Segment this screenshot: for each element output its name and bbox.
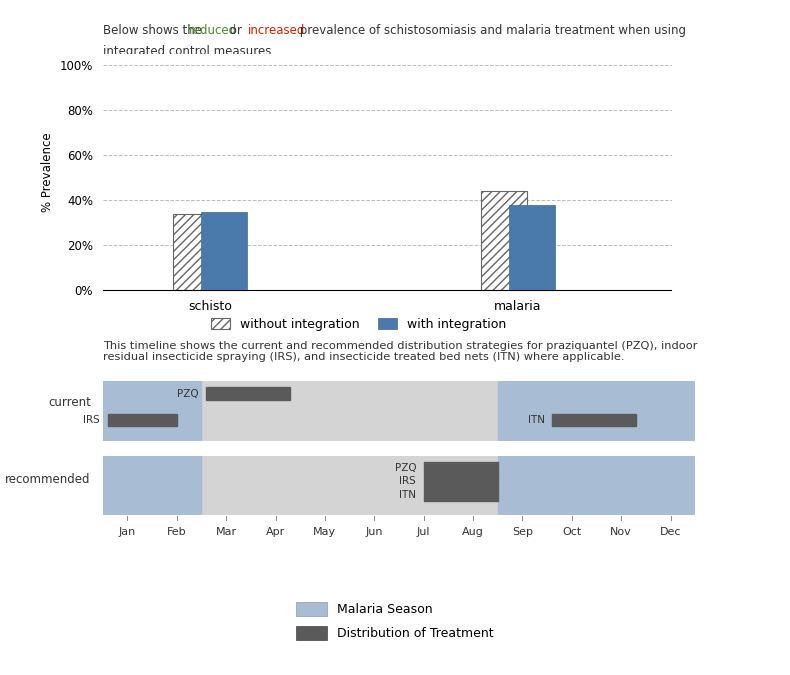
Text: Dec: Dec: [660, 527, 681, 537]
Legend: without integration, with integration: without integration, with integration: [206, 313, 511, 336]
Text: Below shows the: Below shows the: [103, 24, 205, 36]
Text: increased: increased: [248, 24, 305, 36]
Bar: [423, 475, 498, 487]
Text: Mar: Mar: [216, 527, 237, 537]
Text: Apr: Apr: [266, 527, 285, 537]
Text: reduced: reduced: [189, 24, 237, 36]
Text: Feb: Feb: [167, 527, 186, 537]
Bar: [423, 462, 498, 474]
Text: prevalence of schistosomiasis and malaria treatment when using: prevalence of schistosomiasis and malari…: [296, 24, 686, 36]
Bar: [552, 414, 636, 427]
Text: current: current: [48, 396, 91, 410]
Text: ITN: ITN: [399, 489, 416, 500]
Text: IRS: IRS: [84, 415, 100, 425]
Bar: [103, 381, 201, 442]
Bar: [201, 381, 498, 442]
Bar: [509, 205, 555, 290]
Legend: Malaria Season, Distribution of Treatment: Malaria Season, Distribution of Treatmen…: [290, 596, 500, 646]
Bar: [201, 456, 498, 516]
Text: ITN: ITN: [528, 415, 544, 425]
Bar: [201, 211, 247, 290]
Bar: [498, 381, 695, 442]
Text: recommended: recommended: [6, 472, 91, 486]
Bar: [423, 489, 498, 501]
Text: or: or: [226, 24, 246, 36]
Bar: [206, 387, 291, 400]
Text: PZQ: PZQ: [395, 463, 416, 472]
Y-axis label: % Prevalence: % Prevalence: [41, 132, 54, 212]
Bar: [498, 456, 695, 516]
Text: Sep: Sep: [512, 527, 533, 537]
Bar: [103, 456, 201, 516]
Bar: [174, 214, 220, 290]
Text: Jun: Jun: [366, 527, 383, 537]
Text: Oct: Oct: [562, 527, 581, 537]
Text: Nov: Nov: [610, 527, 632, 537]
Text: This timeline shows the current and recommended distribution strategies for praz: This timeline shows the current and reco…: [103, 341, 698, 362]
Text: IRS: IRS: [400, 476, 416, 486]
Text: Aug: Aug: [462, 527, 484, 537]
Text: PZQ: PZQ: [178, 389, 199, 398]
Bar: [107, 414, 177, 427]
Bar: [481, 191, 527, 290]
Text: Jan: Jan: [118, 527, 136, 537]
Text: May: May: [314, 527, 337, 537]
Text: Jul: Jul: [417, 527, 431, 537]
Text: integrated control measures.: integrated control measures.: [103, 45, 275, 58]
